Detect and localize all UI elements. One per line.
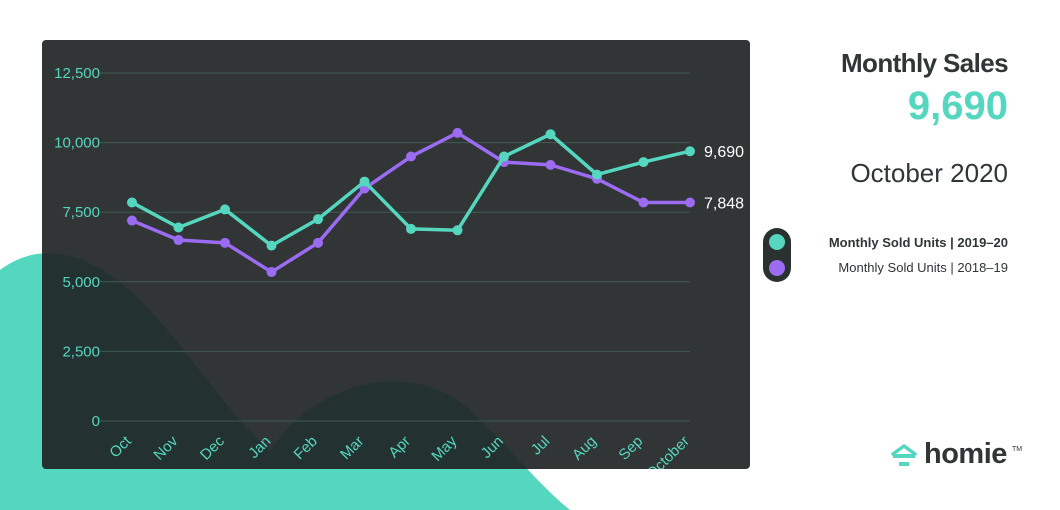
x-tick-label: Dec xyxy=(197,432,228,463)
brand-trademark: TM xyxy=(1012,446,1023,453)
data-point xyxy=(499,151,509,162)
headline-title: Monthly Sales xyxy=(840,48,1009,78)
x-tick-label: Feb xyxy=(291,433,321,463)
y-tick-label: 10,000 xyxy=(54,135,100,152)
end-value-label-0: 9,690 xyxy=(704,144,744,161)
data-point xyxy=(545,129,556,140)
x-tick-label: Jun xyxy=(478,433,507,462)
y-tick-label: 5,000 xyxy=(62,274,100,291)
data-point xyxy=(266,240,277,251)
x-tick-label: Jan xyxy=(245,433,274,462)
end-value-label-1: 7,848 xyxy=(704,196,744,213)
line-chart: 12,500 10,000 7,500 5,000 2,500 0 Oct Nov Dec Ja… xyxy=(54,65,744,469)
data-point xyxy=(220,204,230,215)
data-point xyxy=(127,197,137,208)
chart-panel: 12,500 10,000 7,500 5,000 2,500 0 Oct Nov Dec Ja… xyxy=(42,40,750,469)
y-tick-label: 0 xyxy=(92,413,100,430)
x-tick-label: May xyxy=(428,432,460,464)
data-point xyxy=(638,197,649,208)
data-point xyxy=(173,235,184,246)
data-point xyxy=(406,151,416,162)
brand-name: homie xyxy=(924,438,1007,470)
data-point xyxy=(452,127,463,138)
data-point xyxy=(545,159,556,170)
legend-toggle-pill xyxy=(763,228,791,282)
data-point xyxy=(359,176,370,187)
data-point xyxy=(406,223,416,234)
headline-value: 9,690 xyxy=(907,84,1008,128)
chart-legend: Monthly Sold Units | 2019–20 Monthly Sol… xyxy=(763,228,1013,284)
data-point xyxy=(685,197,695,208)
data-point xyxy=(685,146,695,157)
legend-dot-2018-19 xyxy=(769,260,785,276)
data-point xyxy=(592,169,602,180)
data-point xyxy=(313,237,323,248)
legend-label-2019-20: Monthly Sold Units | 2019–20 xyxy=(828,235,1008,250)
data-point xyxy=(266,267,277,278)
headline-period: October 2020 xyxy=(850,158,1008,188)
house-icon xyxy=(891,444,917,466)
x-tick-label: October xyxy=(643,433,693,469)
data-point xyxy=(452,225,463,236)
data-point xyxy=(127,215,137,226)
data-point xyxy=(173,222,184,233)
x-tick-label: Mar xyxy=(337,433,367,463)
legend-dot-2019-20 xyxy=(769,234,785,250)
y-tick-label: 2,500 xyxy=(62,343,100,360)
legend-label-2018-19: Monthly Sold Units | 2018–19 xyxy=(838,260,1008,275)
x-tick-label: Apr xyxy=(385,433,414,462)
data-point xyxy=(220,237,230,248)
y-tick-label: 7,500 xyxy=(62,204,100,221)
data-point xyxy=(638,157,649,168)
x-tick-label: Sep xyxy=(615,433,646,464)
x-tick-label: Nov xyxy=(150,432,181,463)
x-tick-label: Aug xyxy=(569,433,600,464)
y-tick-label: 12,500 xyxy=(54,65,100,82)
x-tick-label: Jul xyxy=(528,433,554,459)
data-point xyxy=(313,214,323,225)
x-tick-label: Oct xyxy=(106,432,135,461)
